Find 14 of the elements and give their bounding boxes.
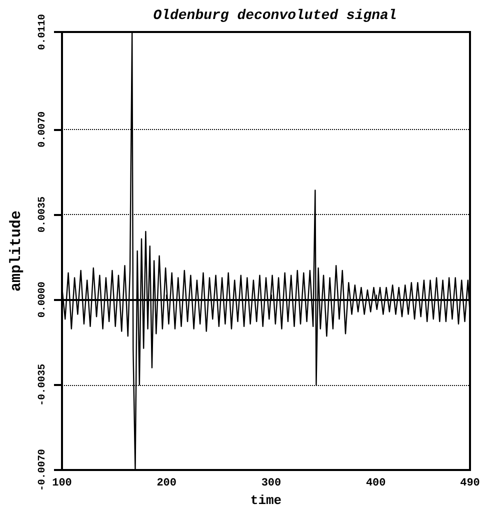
y-tick-label: -0.0035 — [38, 364, 48, 406]
y-tick-label: 0.0070 — [38, 111, 48, 148]
y-tick-label: -0.0070 — [38, 448, 48, 492]
x-tick-label: 300 — [261, 478, 282, 490]
x-tick-label: 100 — [52, 478, 72, 490]
x-tick-label: 400 — [366, 478, 386, 490]
y-axis-title: amplitude — [8, 210, 25, 292]
x-tick-label: 490 — [460, 478, 480, 490]
y-tick-label: 0.0000 — [38, 282, 48, 318]
y-tick-label: 0.0035 — [38, 196, 48, 233]
chart-title: Oldenburg deconvoluted signal — [153, 8, 397, 24]
x-axis-title: time — [250, 493, 282, 508]
x-tick-label: 200 — [156, 478, 177, 490]
y-tick-label: 0.0110 — [38, 14, 48, 50]
